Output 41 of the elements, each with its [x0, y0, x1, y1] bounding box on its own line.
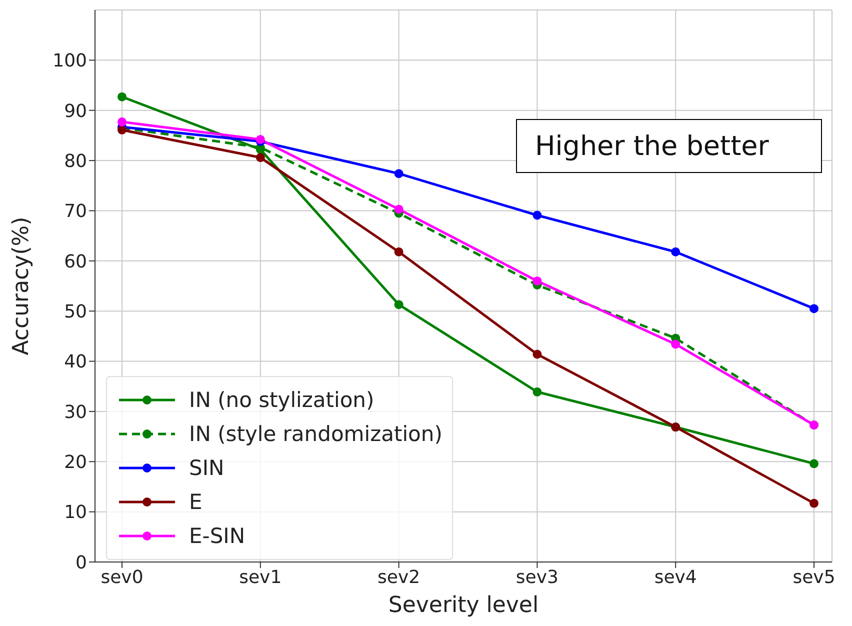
x-tick-label: sev0 [100, 566, 144, 588]
legend-label: E [189, 490, 202, 514]
point [532, 210, 542, 220]
y-axis-title: Accuracy(%) [8, 216, 34, 356]
annotation: Higher the better [516, 119, 822, 173]
legend-label: IN (no stylization) [189, 388, 374, 412]
y-tick-label: 10 [64, 502, 87, 524]
point [256, 153, 265, 162]
legend-label: E-SIN [189, 524, 246, 548]
x-axis-title: Severity level [388, 593, 539, 618]
point [394, 300, 404, 310]
point [532, 350, 542, 359]
point [118, 117, 126, 126]
point [394, 169, 404, 178]
y-tick-label: 90 [64, 100, 87, 122]
y-tick-label: 40 [64, 352, 87, 373]
legend-label: SIN [189, 456, 224, 480]
point [810, 304, 818, 314]
point [532, 276, 542, 286]
x-tick-label: sev4 [654, 566, 697, 588]
y-tick-label: 0 [76, 552, 87, 574]
point [394, 247, 404, 256]
y-tick-label: 60 [64, 251, 87, 272]
point [118, 92, 126, 102]
point [671, 340, 680, 349]
y-tick-label: 30 [64, 402, 87, 423]
x-tick-label: sev1 [239, 566, 282, 588]
x-tick-label: sev2 [378, 566, 420, 588]
point [810, 498, 818, 508]
x-tick-label: sev3 [516, 566, 558, 588]
point [810, 459, 818, 468]
y-tick-label: 100 [52, 50, 87, 72]
y-tick-label: 20 [64, 452, 87, 474]
y-tick-label: 50 [64, 301, 87, 322]
y-tick-label: 70 [64, 201, 87, 222]
point [394, 204, 404, 214]
y-tick-label: 80 [64, 150, 87, 172]
x-tick-label: sev5 [792, 566, 836, 588]
point [671, 247, 680, 256]
point [532, 387, 542, 396]
legend-label: IN (style randomization) [189, 422, 442, 446]
